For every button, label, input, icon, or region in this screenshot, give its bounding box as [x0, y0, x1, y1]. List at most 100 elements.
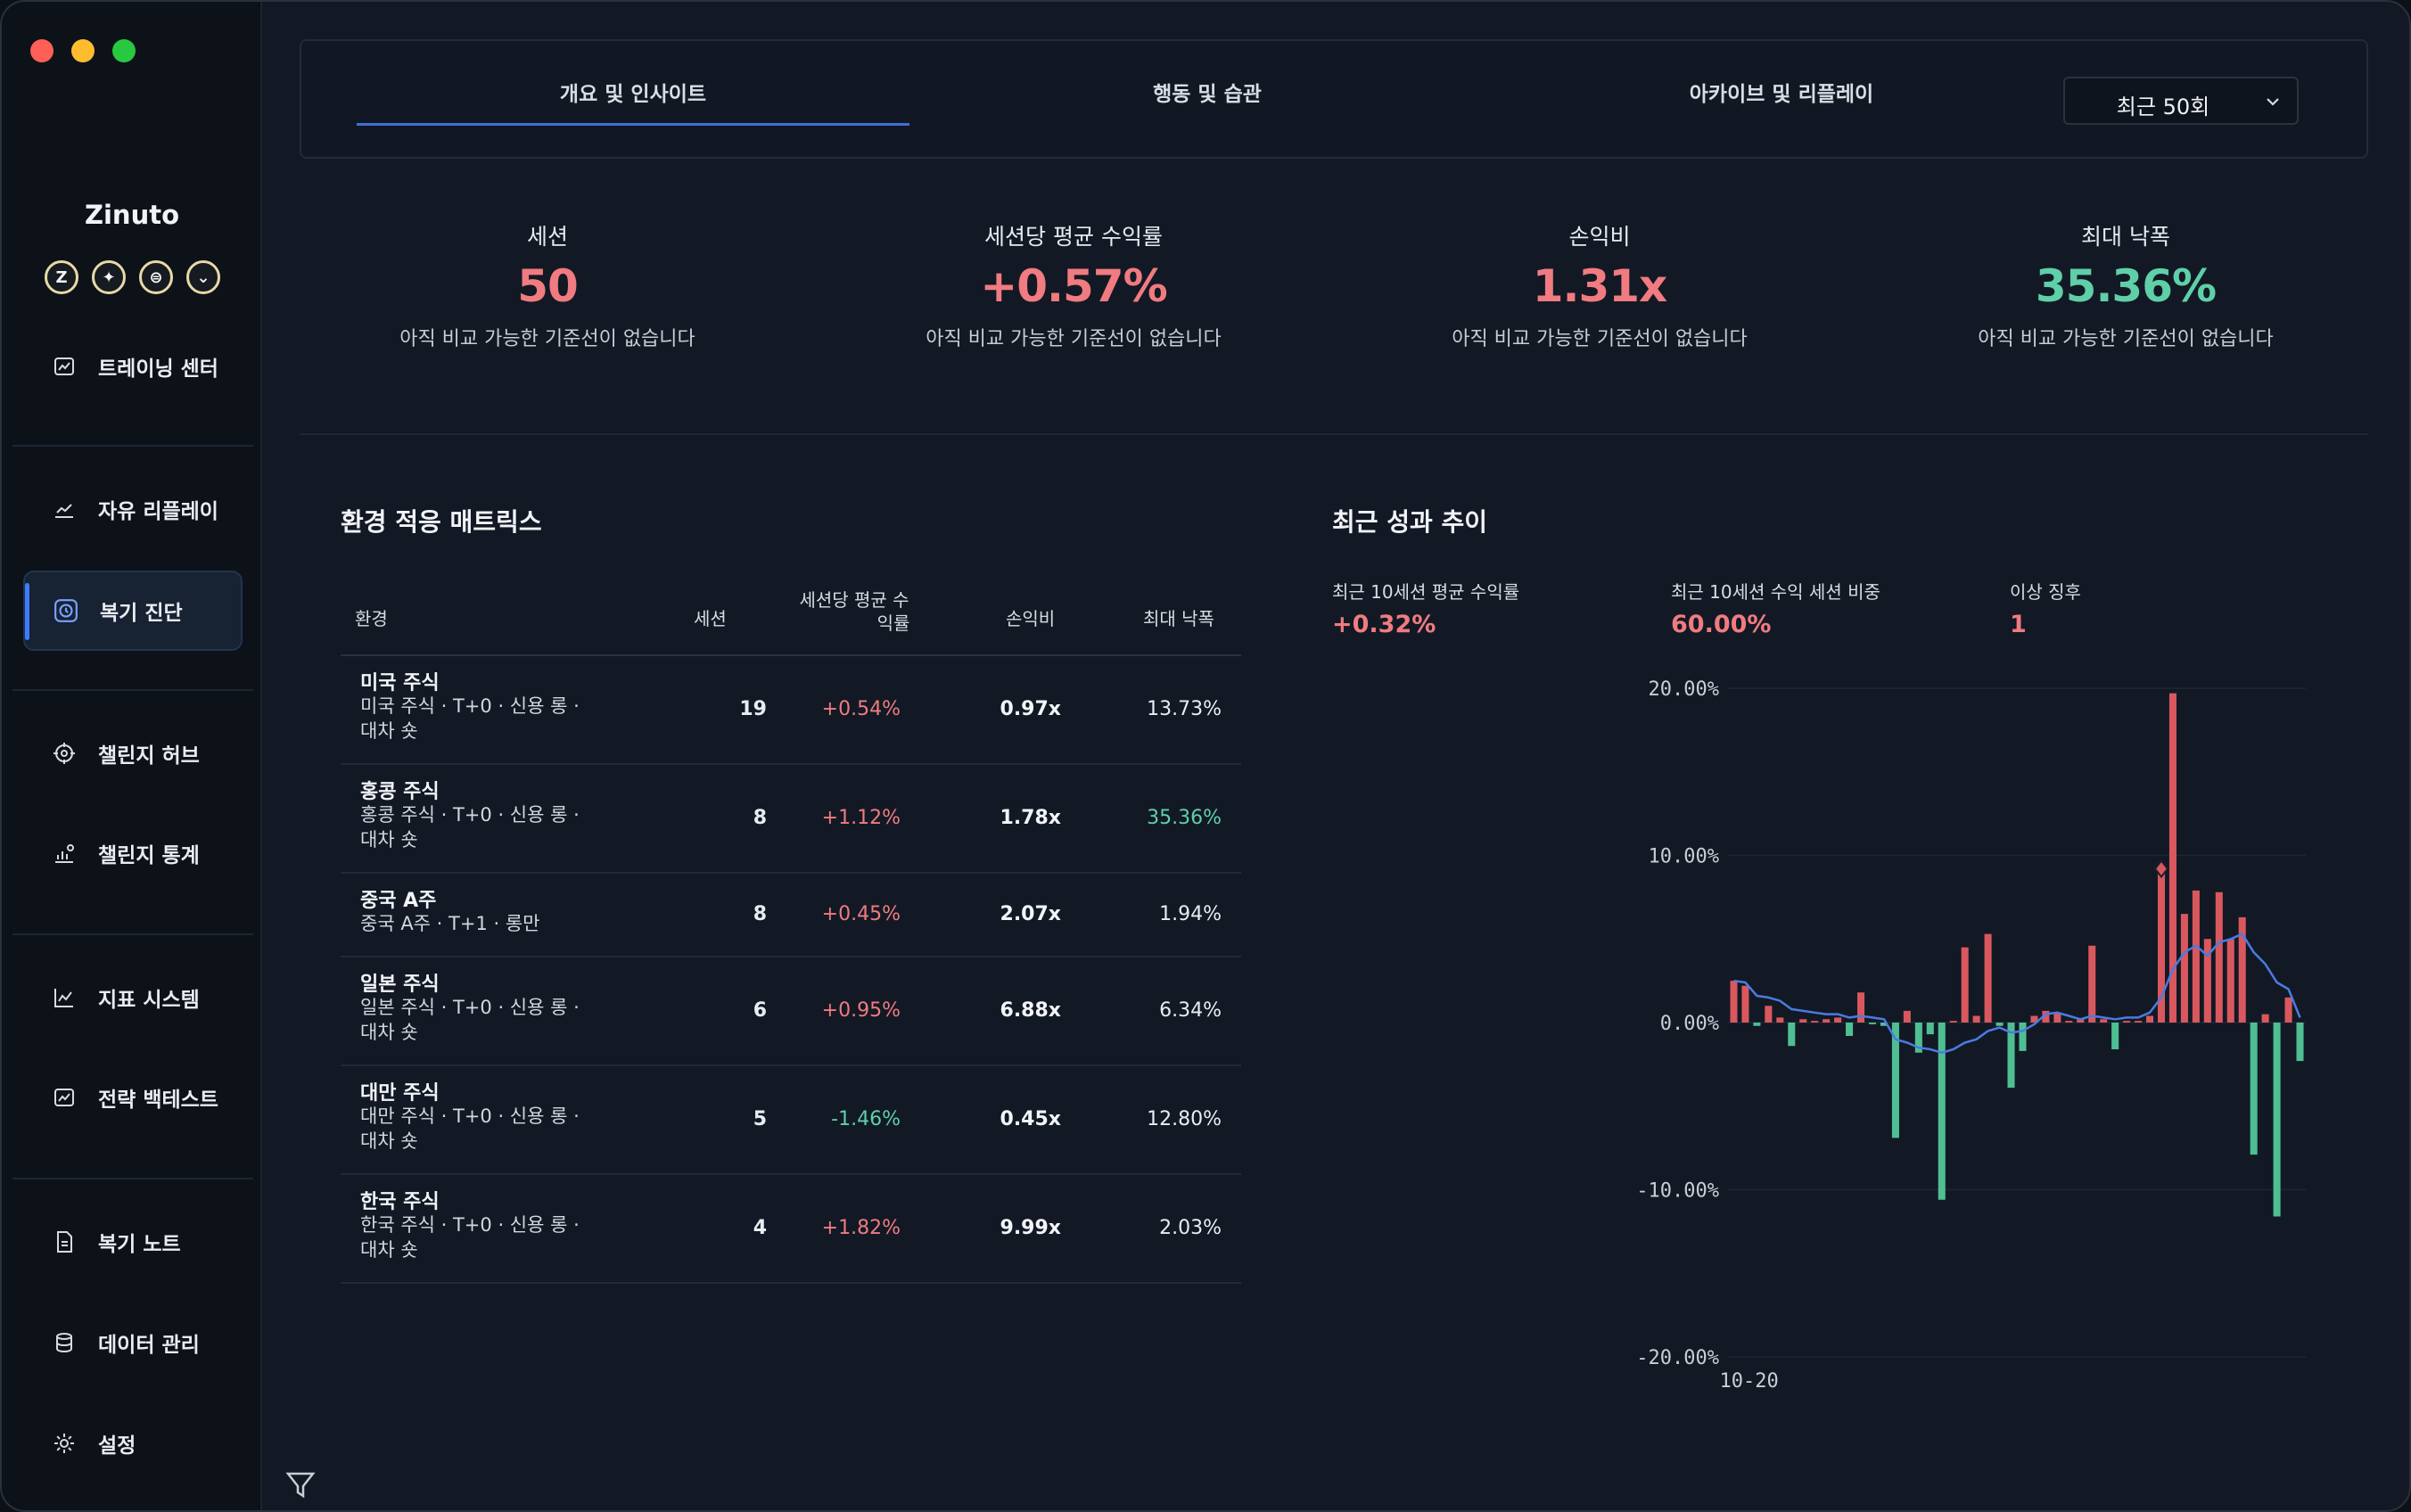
cell-avg-return: +1.82% — [821, 1217, 901, 1239]
chart-bar — [1857, 992, 1865, 1023]
filter-icon[interactable] — [285, 1471, 316, 1503]
kpi-max-drawdown: 최대 낙폭 35.36% 아직 비교 가능한 기준선이 없습니다 — [1876, 219, 2375, 351]
header-env: 환경 — [355, 608, 388, 629]
chart-bar — [1926, 1023, 1934, 1035]
performance-trend-chart: 20.00% 10.00% 0.00% -10.00% -20.00%10-20 — [1636, 678, 2306, 1393]
sidebar-item-indicator-system[interactable]: 지표 시스템 — [23, 957, 243, 1038]
history-clock-icon — [53, 598, 78, 623]
bar-stats-icon — [52, 841, 77, 866]
table-row[interactable]: 한국 주식 한국 주식 · T+0 · 신용 롱 · 대차 숏 4 +1.82% 9.9… — [341, 1175, 1241, 1284]
cell-sessions: 6 — [753, 999, 767, 1022]
section-divider — [300, 433, 2368, 435]
cell-max-dd: 6.34% — [1159, 999, 1222, 1022]
env-name: 대만 주식 — [360, 1082, 440, 1105]
sidebar-item-label: 챌린지 허브 — [98, 744, 200, 768]
chart-bar — [1788, 1023, 1796, 1047]
sidebar-item-label: 전략 백테스트 — [98, 1089, 218, 1112]
metric-value: 1 — [2010, 611, 2027, 638]
kpi-label: 세션 — [526, 224, 568, 250]
chart-bar — [2238, 916, 2246, 1023]
main-content: 개요 및 인사이트 행동 및 습관 아카이브 및 리플레이 최근 50회 세션 … — [262, 2, 2409, 1510]
cell-pl-ratio: 0.45x — [1000, 1108, 1061, 1130]
metric-value: +0.32% — [1332, 611, 1436, 638]
tab-behavior-habits[interactable]: 행동 및 습관 — [1153, 83, 1262, 106]
chart-bar — [1834, 1017, 1842, 1023]
kpi-description: 아직 비교 가능한 기준선이 없습니다 — [1452, 328, 1748, 350]
close-window-button[interactable] — [30, 39, 53, 62]
maximize-window-button[interactable] — [112, 39, 136, 62]
chevron-badge-icon[interactable]: ⌄ — [186, 260, 220, 294]
sidebar-item-label: 복기 진단 — [100, 602, 183, 625]
table-row[interactable]: 일본 주식 일본 주식 · T+0 · 신용 롱 · 대차 숏 6 +0.95% 6.8… — [341, 957, 1241, 1066]
chart-bar — [2030, 1015, 2038, 1023]
chart-bar — [1776, 1017, 1784, 1023]
sidebar-item-strategy-backtest[interactable]: 전략 백테스트 — [23, 1057, 243, 1138]
cell-max-dd: 1.94% — [1159, 903, 1222, 925]
kpi-value: +0.57% — [980, 260, 1167, 312]
sidebar-item-challenge-hub[interactable]: 챌린지 허브 — [23, 713, 243, 793]
zinuto-z-icon[interactable]: Z — [45, 260, 78, 294]
sidebar-item-challenge-stats[interactable]: 챌린지 통계 — [23, 813, 243, 893]
range-select[interactable]: 최근 50회 — [2063, 77, 2299, 125]
chart-bar — [1811, 1021, 1819, 1023]
table-row[interactable]: 미국 주식 미국 주식 · T+0 · 신용 롱 · 대차 숏 19 +0.54% 0.… — [341, 656, 1241, 765]
robot-icon[interactable]: ⊜ — [139, 260, 173, 294]
table-row[interactable]: 대만 주식 대만 주식 · T+0 · 신용 롱 · 대차 숏 5 -1.46% 0.4… — [341, 1066, 1241, 1175]
chart-bar — [1765, 1006, 1773, 1023]
chart-bar — [2088, 945, 2096, 1023]
table-row[interactable]: 홍콩 주식 홍콩 주식 · T+0 · 신용 롱 · 대차 숏 8 +1.12% 1.7… — [341, 765, 1241, 874]
chart-bar — [1880, 1023, 1888, 1026]
header-avg-return: 세션당 평균 수 익률 — [799, 589, 910, 634]
chart-bar — [2135, 1021, 2143, 1023]
environment-matrix-table: 환경 세션 세션당 평균 수 익률 손익비 최대 낙폭 미국 주식 미국 주식 · … — [341, 579, 1241, 1284]
table-row[interactable]: 중국 A주 중국 A주 · T+1 · 롱만 8 +0.45% 2.07x 1.94% — [341, 874, 1241, 957]
sidebar-item-settings[interactable]: 설정 — [23, 1403, 243, 1483]
sidebar-item-label: 트레이닝 센터 — [98, 357, 218, 381]
sidebar-item-review-diagnosis[interactable]: 복기 진단 — [23, 571, 243, 651]
chart-bar — [1823, 1019, 1831, 1023]
chart-bar — [1914, 1023, 1922, 1053]
chart-bar — [2261, 1014, 2269, 1023]
cell-max-dd: 35.36% — [1147, 807, 1222, 829]
nav-divider — [12, 689, 253, 691]
trend-title: 최근 성과 추이 — [1332, 507, 1488, 537]
tab-archive-replay[interactable]: 아카이브 및 리플레이 — [1689, 83, 1874, 106]
sparkle-icon[interactable]: ✦ — [92, 260, 126, 294]
chart-bar — [1949, 1021, 1957, 1023]
cell-sessions: 19 — [739, 698, 767, 720]
matrix-title: 환경 적응 매트릭스 — [341, 507, 542, 537]
metric-anomalies: 이상 징후 1 — [2010, 578, 2081, 638]
minimize-window-button[interactable] — [71, 39, 95, 62]
chart-bar — [2111, 1023, 2119, 1049]
env-description: 중국 A주 · T+1 · 롱만 — [360, 913, 540, 934]
table-header: 환경 세션 세션당 평균 수 익률 손익비 최대 낙폭 — [341, 579, 1241, 656]
y-tick-label: 20.00% — [1649, 678, 1719, 701]
kpi-label: 최대 낙폭 — [2081, 224, 2170, 250]
env-description: 대만 주식 · T+0 · 신용 롱 · 대차 숏 — [360, 1105, 580, 1152]
chart-bar — [2019, 1023, 2027, 1051]
chart-bar — [1938, 1023, 1946, 1200]
kpi-label: 손익비 — [1568, 224, 1631, 250]
gear-icon — [52, 1431, 77, 1456]
document-icon — [52, 1229, 77, 1254]
chart-bar — [2215, 892, 2223, 1023]
chart-bar — [2180, 914, 2188, 1023]
chart-bar — [2192, 890, 2200, 1023]
kpi-sessions: 세션 50 아직 비교 가능한 기준선이 없습니다 — [298, 219, 797, 351]
kpi-value: 1.31x — [1532, 260, 1668, 312]
sidebar-item-review-notes[interactable]: 복기 노트 — [23, 1202, 243, 1282]
sidebar-item-data-management[interactable]: 데이터 관리 — [23, 1302, 243, 1383]
sidebar-item-free-replay[interactable]: 자유 리플레이 — [23, 469, 243, 549]
y-tick-label: -20.00% — [1636, 1347, 1719, 1369]
y-tick-label: -10.00% — [1636, 1180, 1719, 1203]
sidebar-item-training-center[interactable]: 트레이닝 센터 — [23, 326, 243, 407]
chart-bar — [1903, 1010, 1911, 1023]
anomaly-marker — [2153, 859, 2169, 879]
active-tab-indicator — [357, 123, 909, 126]
cell-pl-ratio: 2.07x — [1000, 903, 1061, 925]
chart-bar — [2157, 868, 2166, 1023]
kpi-description: 아직 비교 가능한 기준선이 없습니다 — [926, 328, 1222, 350]
tab-overview-insights[interactable]: 개요 및 인사이트 — [559, 83, 707, 106]
cell-max-dd: 13.73% — [1147, 698, 1222, 720]
chart-bar — [2100, 1019, 2108, 1023]
